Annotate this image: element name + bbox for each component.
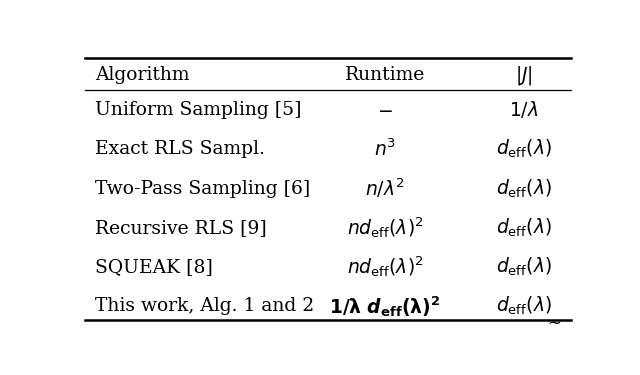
Text: Algorithm: Algorithm [95,66,189,84]
Text: $d_{\mathrm{eff}}(\lambda)$: $d_{\mathrm{eff}}(\lambda)$ [496,256,552,278]
Text: $d_{\mathrm{eff}}(\lambda)$: $d_{\mathrm{eff}}(\lambda)$ [496,138,552,160]
Text: Two-Pass Sampling [6]: Two-Pass Sampling [6] [95,180,310,198]
Text: Exact RLS Sampl.: Exact RLS Sampl. [95,140,265,158]
Text: $nd_{\mathrm{eff}}(\lambda)^2$: $nd_{\mathrm{eff}}(\lambda)^2$ [347,255,424,279]
Text: $\sim$: $\sim$ [544,314,561,331]
Text: Uniform Sampling [5]: Uniform Sampling [5] [95,101,301,119]
Text: $|J|$: $|J|$ [515,64,532,87]
Text: $d_{\mathrm{eff}}(\lambda)$: $d_{\mathrm{eff}}(\lambda)$ [496,295,552,318]
Text: $n/\lambda^2$: $n/\lambda^2$ [365,177,405,200]
Text: SQUEAK [8]: SQUEAK [8] [95,258,212,276]
Text: This work, Alg. 1 and 2: This work, Alg. 1 and 2 [95,297,314,315]
Text: Recursive RLS [9]: Recursive RLS [9] [95,219,267,237]
Text: $d_{\mathrm{eff}}(\lambda)$: $d_{\mathrm{eff}}(\lambda)$ [496,177,552,200]
Text: $1/\lambda$: $1/\lambda$ [509,99,539,120]
Text: Runtime: Runtime [345,66,425,84]
Text: $n^3$: $n^3$ [374,138,396,160]
Text: $-$: $-$ [377,101,393,119]
Text: $nd_{\mathrm{eff}}(\lambda)^2$: $nd_{\mathrm{eff}}(\lambda)^2$ [347,215,424,240]
Text: $\mathbf{1/\lambda}\ \boldsymbol{d}_{\mathbf{eff}}\mathbf{(\lambda)^2}$: $\mathbf{1/\lambda}\ \boldsymbol{d}_{\ma… [329,294,441,319]
Text: $d_{\mathrm{eff}}(\lambda)$: $d_{\mathrm{eff}}(\lambda)$ [496,217,552,239]
